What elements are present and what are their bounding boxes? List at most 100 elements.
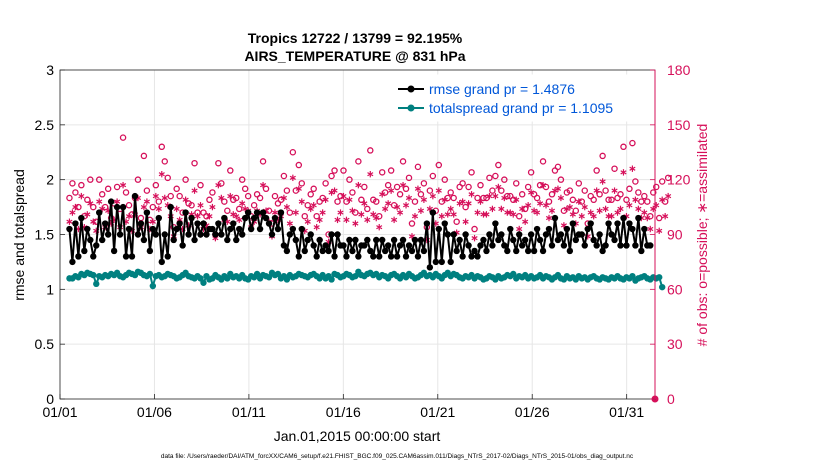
asterisk-stroke (376, 225, 383, 230)
rmse-point (122, 253, 130, 260)
asterisk-stroke (96, 199, 103, 204)
obs-assimilated-point (399, 181, 407, 189)
asterisk-stroke (545, 215, 553, 221)
obs-possible-point (593, 167, 600, 174)
obs-possible-point (384, 181, 392, 189)
obs-assimilated-point (233, 213, 240, 220)
asterisk-stroke (435, 188, 442, 193)
rmse-point (468, 253, 475, 260)
obs-assimilated-point (385, 200, 392, 207)
rmse-point (566, 247, 574, 255)
obs-assimilated-point (313, 223, 320, 231)
rmse-point (221, 214, 228, 222)
rmse-point (384, 242, 392, 249)
asterisk-stroke (429, 193, 436, 199)
obs-assimilated-point (402, 202, 410, 209)
obs-possible-point (489, 187, 496, 194)
rmse-point (605, 220, 612, 227)
y-tick-label-left: 0 (46, 391, 54, 407)
obs-assimilated-point (310, 202, 317, 209)
x-tick-label: 01/06 (137, 404, 172, 420)
obs-assimilated-point (644, 214, 651, 222)
obs-assimilated-point (474, 209, 481, 216)
y-tick-label-right: 30 (667, 336, 683, 352)
rmse-point (477, 242, 484, 249)
obs-assimilated-point (227, 192, 234, 200)
obs-assimilated-point (477, 198, 484, 205)
obs-assimilated-point (617, 205, 624, 213)
obs-assimilated-point (596, 207, 603, 214)
obs-assimilated-point (280, 194, 287, 202)
asterisk-stroke (426, 206, 433, 212)
asterisk-stroke (617, 206, 624, 212)
obs-assimilated-point (450, 211, 457, 218)
obs-assimilated-point (557, 194, 565, 202)
asterisk-stroke (614, 210, 621, 215)
obs-possible-point (149, 203, 157, 211)
rmse-point (364, 236, 371, 244)
obs-assimilated-point (194, 213, 201, 220)
obs-assimilated-point (206, 213, 213, 220)
rmse-point (429, 209, 437, 216)
asterisk-stroke (352, 221, 359, 226)
rmse-point (453, 247, 460, 255)
rmse-point (84, 225, 91, 233)
rmse-point (152, 231, 160, 238)
obs-possible-point (334, 198, 341, 205)
obs-possible-point (209, 189, 216, 196)
rmse-point (355, 253, 362, 260)
rmse-point (381, 247, 389, 255)
x-tick-label: 01/31 (609, 404, 644, 420)
rmse-point (167, 203, 174, 211)
obs-possible-point (72, 189, 79, 196)
obs-assimilated-point (510, 211, 517, 218)
asterisk-stroke (447, 206, 454, 212)
obs-possible-point (232, 194, 240, 202)
obs-assimilated-point (191, 187, 198, 194)
obs-assimilated-point (539, 181, 547, 189)
obs-possible-point (367, 147, 374, 154)
obs-assimilated-point (519, 205, 526, 213)
obs-possible-point (527, 169, 535, 176)
obs-assimilated-point (590, 213, 597, 220)
obs-possible-point (322, 180, 329, 187)
rmse-point (417, 236, 425, 244)
rmse-point (343, 253, 350, 260)
asterisk-stroke (486, 193, 493, 199)
asterisk-stroke (239, 201, 246, 206)
legend-rmse-label: rmse grand pr = 1.4876 (429, 81, 575, 97)
obs-assimilated-point (641, 209, 648, 216)
asterisk-stroke (513, 197, 520, 202)
obs-possible-point (655, 214, 663, 222)
rmse-point (75, 253, 82, 260)
axis-ticks: 01/01 01/06 01/11 01/16 01/21 01/26 01/31 0 0.5 1… (35, 62, 691, 420)
rmse-point (319, 247, 326, 255)
rmse-point (548, 242, 556, 249)
rmse-point (647, 242, 654, 249)
rmse-point (87, 236, 94, 244)
asterisk-stroke (87, 201, 94, 206)
obs-possible-point (283, 187, 291, 194)
obs-assimilated-point (528, 189, 535, 196)
obs-assimilated-point (501, 194, 508, 202)
asterisk-stroke (468, 192, 475, 197)
obs-possible-point (155, 198, 163, 205)
rmse-point (465, 242, 472, 249)
obs-possible-point (495, 161, 502, 169)
obs-assimilated-point (173, 205, 180, 213)
obs-assimilated-point (662, 213, 669, 220)
obs-possible-point (635, 189, 642, 196)
obs-possible-point (361, 183, 368, 191)
asterisk-stroke (370, 212, 377, 217)
obs-assimilated-point (626, 202, 633, 209)
rmse-point (572, 236, 580, 244)
rmse-point (396, 242, 404, 249)
rmse-point (629, 225, 636, 233)
asterisk-stroke (358, 212, 365, 217)
asterisk-stroke (84, 212, 91, 217)
rmse-point (545, 225, 553, 233)
rmse-point (504, 247, 511, 255)
obs-possible-point (459, 180, 466, 187)
rmse-point (518, 242, 526, 249)
